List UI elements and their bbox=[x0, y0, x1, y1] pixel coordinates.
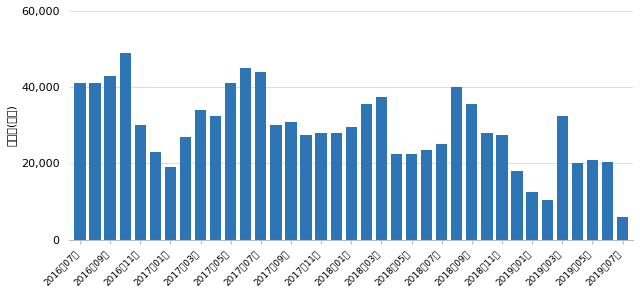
Bar bbox=[316, 133, 327, 240]
Bar bbox=[164, 167, 176, 240]
Bar bbox=[557, 116, 568, 240]
Bar bbox=[466, 104, 477, 240]
Bar bbox=[225, 83, 236, 240]
Bar bbox=[270, 125, 282, 240]
Y-axis label: 거래량(건수): 거래량(건수) bbox=[7, 104, 17, 146]
Bar bbox=[180, 137, 191, 240]
Bar bbox=[346, 127, 357, 240]
Bar bbox=[436, 144, 447, 240]
Bar bbox=[602, 162, 613, 240]
Bar bbox=[376, 97, 387, 240]
Bar bbox=[120, 53, 131, 240]
Bar bbox=[451, 87, 462, 240]
Bar bbox=[496, 135, 508, 240]
Bar bbox=[361, 104, 372, 240]
Bar bbox=[255, 72, 266, 240]
Bar bbox=[541, 200, 553, 240]
Bar bbox=[527, 192, 538, 240]
Bar bbox=[285, 121, 296, 240]
Bar bbox=[330, 133, 342, 240]
Bar bbox=[511, 171, 523, 240]
Bar bbox=[90, 83, 100, 240]
Bar bbox=[195, 110, 206, 240]
Bar bbox=[572, 163, 583, 240]
Bar bbox=[481, 133, 493, 240]
Bar bbox=[406, 154, 417, 240]
Bar bbox=[210, 116, 221, 240]
Bar bbox=[617, 217, 628, 240]
Bar bbox=[134, 125, 146, 240]
Bar bbox=[104, 76, 116, 240]
Bar bbox=[421, 150, 432, 240]
Bar bbox=[240, 68, 252, 240]
Bar bbox=[74, 83, 86, 240]
Bar bbox=[300, 135, 312, 240]
Bar bbox=[150, 152, 161, 240]
Bar bbox=[587, 160, 598, 240]
Bar bbox=[391, 154, 402, 240]
